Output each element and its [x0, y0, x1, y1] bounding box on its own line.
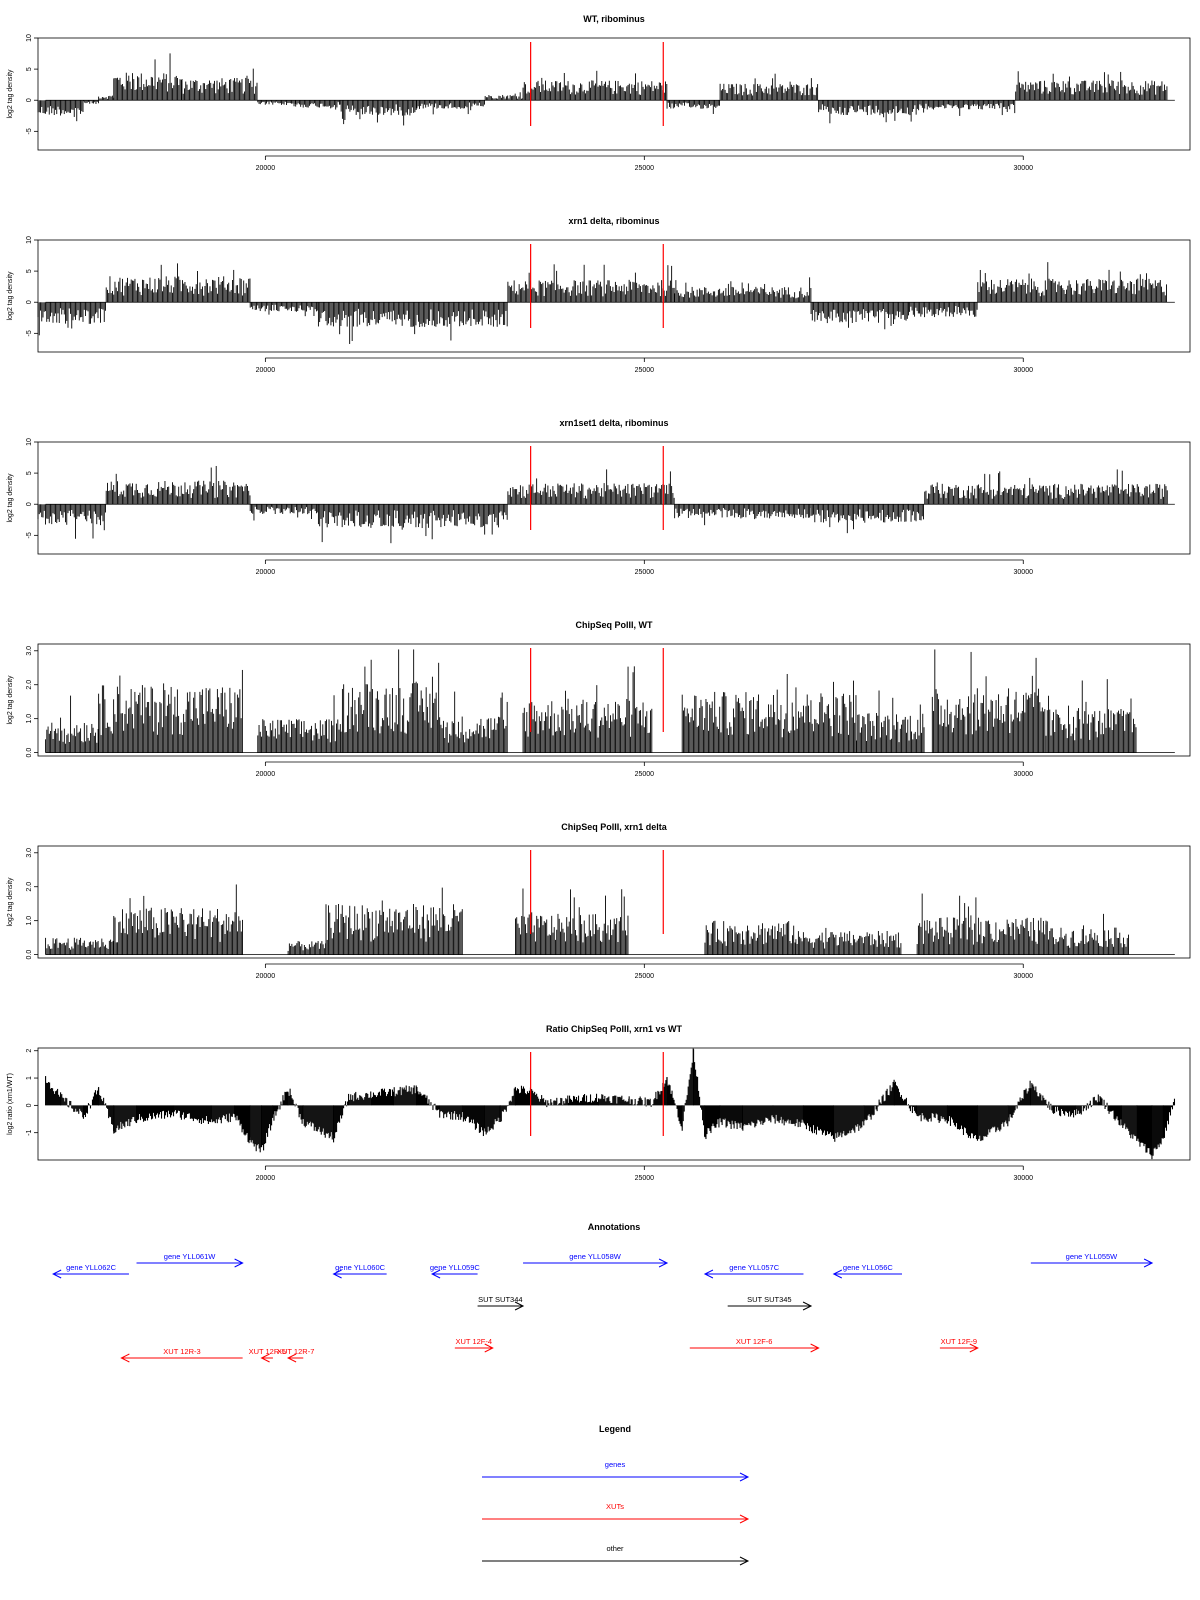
signal-bars	[45, 884, 1129, 955]
track-panel: xrn1 delta, ribominus -5 0 5 10 log2 tag dens…	[7, 216, 1191, 374]
track-panels: WT, ribominus -5 0 5 10 log2 tag density 20000…	[7, 14, 1191, 1182]
panel-title: Ratio ChipSeq PolII, xrn1 vs WT	[546, 1024, 683, 1034]
panel-title: xrn1set1 delta, ribominus	[559, 418, 668, 428]
x-tick-label: 20000	[256, 569, 276, 576]
signal-bars	[37, 53, 1168, 126]
y-tick-label: 10	[26, 438, 33, 446]
track-panel: WT, ribominus -5 0 5 10 log2 tag density 20000…	[7, 14, 1191, 172]
x-tick-label: 25000	[635, 165, 655, 172]
plot-frame	[37, 643, 1191, 757]
y-tick-label: 5	[26, 67, 33, 71]
y-tick-label: 3.0	[26, 848, 33, 858]
x-tick-label: 20000	[256, 973, 276, 980]
y-tick-label: 0	[26, 300, 33, 304]
x-tick-label: 30000	[1014, 367, 1034, 374]
x-tick-label: 25000	[635, 771, 655, 778]
y-tick-label: -5	[26, 532, 33, 538]
y-tick-label: 2.0	[26, 680, 33, 690]
track-panel: ChipSeq PolII, xrn1 delta 0.0 1.0 2.0 3.0 log…	[7, 822, 1191, 980]
y-axis-label: log2 tag density	[7, 473, 14, 523]
y-tick-label: 0	[26, 98, 33, 102]
signal-bars	[37, 262, 1167, 344]
y-tick-label: 2.0	[26, 882, 33, 892]
y-tick-label: 3.0	[26, 646, 33, 656]
y-axis-label: log2 tag density	[7, 877, 14, 927]
x-tick-label: 25000	[635, 569, 655, 576]
y-tick-label: 5	[26, 471, 33, 475]
panel-title: ChipSeq PolII, xrn1 delta	[561, 822, 668, 832]
x-tick-label: 30000	[1014, 165, 1034, 172]
y-tick-label: 1.0	[26, 916, 33, 926]
x-tick-label: 20000	[256, 771, 276, 778]
x-tick-label: 30000	[1014, 771, 1034, 778]
track-panel: ChipSeq PolII, WT 0.0 1.0 2.0 3.0 log2 tag de…	[7, 620, 1191, 778]
y-tick-label: -5	[26, 128, 33, 134]
plot-frame	[37, 441, 1191, 555]
signal-bars	[37, 465, 1168, 544]
y-axis-label: log2 tag density	[7, 675, 14, 725]
y-tick-label: 10	[26, 34, 33, 42]
y-tick-label: 10	[26, 236, 33, 244]
y-tick-label: 5	[26, 269, 33, 273]
panel-title: WT, ribominus	[583, 14, 645, 24]
y-tick-label: 0.0	[26, 950, 33, 960]
plot-frame	[37, 845, 1191, 959]
y-tick-label: 0.0	[26, 748, 33, 758]
plot-frame	[37, 239, 1191, 353]
y-tick-label: 1.0	[26, 714, 33, 724]
x-tick-label: 30000	[1014, 973, 1034, 980]
track-panel: Ratio ChipSeq PolII, xrn1 vs WT-1012log2…	[7, 1024, 1191, 1182]
y-axis-label: log2 tag density	[7, 271, 14, 321]
ratio-area	[45, 1048, 1176, 1160]
x-tick-label: 30000	[1014, 569, 1034, 576]
y-tick-label: 0	[26, 502, 33, 506]
panel-title: ChipSeq PolII, WT	[576, 620, 653, 630]
track-panel: xrn1set1 delta, ribominus -5 0 5 10 log2 tag …	[7, 418, 1191, 576]
y-tick-label: -5	[26, 330, 33, 336]
x-tick-label: 20000	[256, 165, 276, 172]
plot-frame	[37, 37, 1191, 151]
y-axis-label: log2 tag density	[7, 69, 14, 119]
x-tick-label: 20000	[256, 367, 276, 374]
panel-title: xrn1 delta, ribominus	[568, 216, 659, 226]
signal-bars	[45, 649, 1137, 753]
x-tick-label: 25000	[635, 367, 655, 374]
x-tick-label: 25000	[635, 973, 655, 980]
